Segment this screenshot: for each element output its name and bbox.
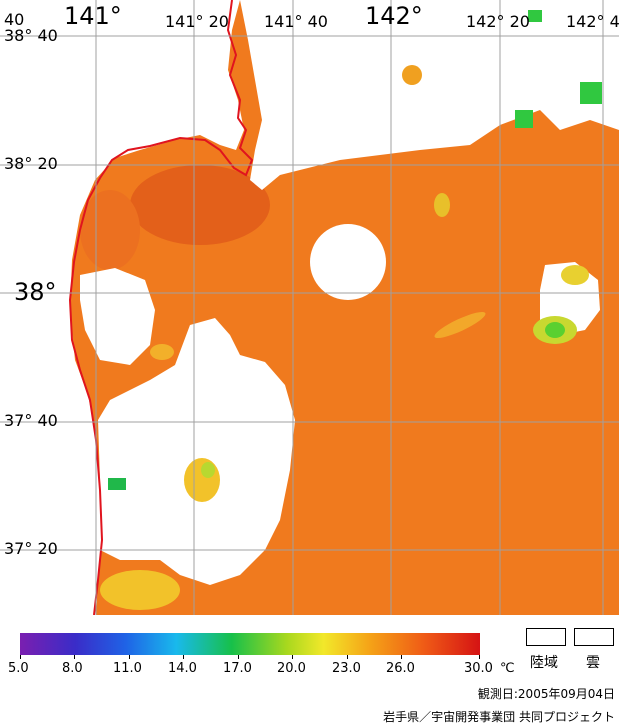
colorbar-label: 14.0 <box>168 661 197 676</box>
cool-core-south <box>201 462 215 478</box>
colorbar-tick <box>479 655 480 659</box>
colorbar-label: 30.0 <box>464 661 493 676</box>
lat-label-38-40: 38° 40 <box>4 26 58 45</box>
cloud-north <box>240 0 619 190</box>
colorbar-label: 23.0 <box>332 661 361 676</box>
lon-label-142-40: 142° 4 <box>566 12 619 31</box>
colorbar-label: 8.0 <box>62 661 83 676</box>
cloud-swatch <box>574 628 614 646</box>
lon-label-141-40: 141° 40 <box>264 12 328 31</box>
lon-label-141-20: 141° 20 <box>165 12 229 31</box>
temperature-colorbar <box>20 633 480 655</box>
green-speck <box>515 110 533 128</box>
colorbar-label: 5.0 <box>8 661 29 676</box>
graticule <box>0 0 619 615</box>
green-speck <box>108 478 126 490</box>
warm-patch-coast <box>80 190 140 270</box>
colorbar-tick <box>401 655 402 659</box>
green-speck <box>528 10 542 22</box>
map-canvas <box>0 0 619 615</box>
colorbar-tick <box>292 655 293 659</box>
cloud-circle <box>310 224 386 300</box>
coastline <box>68 0 254 615</box>
cloud-legend-label: 雲 <box>586 655 600 671</box>
land-swatch <box>526 628 566 646</box>
colorbar-tick <box>183 655 184 659</box>
warm-dot-north <box>402 65 422 85</box>
colorbar-label: 11.0 <box>113 661 142 676</box>
green-speck <box>580 82 602 104</box>
colorbar-tick <box>129 655 130 659</box>
land-area <box>0 0 244 615</box>
colorbar-label: 20.0 <box>277 661 306 676</box>
cool-core-east <box>545 322 565 338</box>
cool-streak <box>434 311 486 339</box>
observation-date: 観測日:2005年09月04日 <box>477 687 615 701</box>
cloud-west <box>80 268 155 365</box>
lon-label-40: 40 <box>4 10 25 29</box>
lon-label-141: 141° <box>64 2 122 30</box>
cool-patch-south <box>184 458 220 502</box>
land-legend-label: 陸域 <box>530 655 558 671</box>
lon-label-142: 142° <box>365 2 423 30</box>
lat-label-38-20: 38° 20 <box>4 154 58 173</box>
cool-patch-coast <box>100 570 180 610</box>
cool-patch-bay <box>150 344 174 360</box>
lat-label-37-40: 37° 40 <box>4 411 58 430</box>
lon-label-142-20: 142° 20 <box>466 12 530 31</box>
colorbar-tick <box>20 655 21 659</box>
colorbar-tick <box>347 655 348 659</box>
colorbar-unit: ℃ <box>500 661 515 676</box>
cool-patch-ne <box>561 265 589 285</box>
colorbar-tick <box>74 655 75 659</box>
colorbar-label: 26.0 <box>386 661 415 676</box>
cool-patch-mid <box>434 193 450 217</box>
colorbar-tick <box>238 655 239 659</box>
lat-label-38: 38° <box>14 278 57 306</box>
lat-label-37-20: 37° 20 <box>4 539 58 558</box>
cloud-south <box>98 318 295 585</box>
colorbar-label: 17.0 <box>223 661 252 676</box>
warm-patch <box>130 165 270 245</box>
project-credit: 岩手県／宇宙開発事業団 共同プロジェクト <box>383 710 615 724</box>
